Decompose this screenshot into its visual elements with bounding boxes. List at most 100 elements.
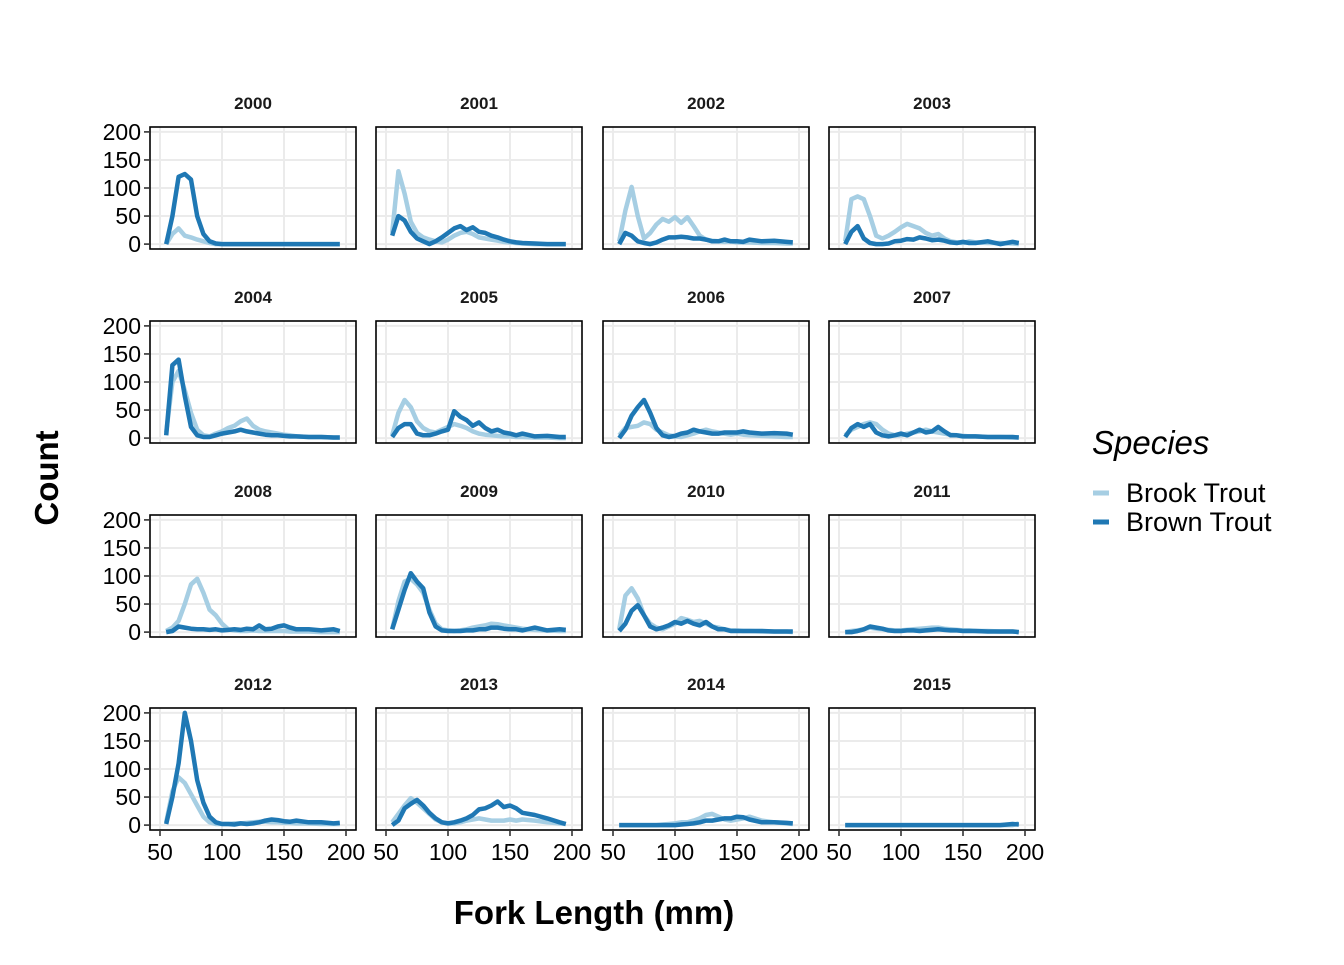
- y-tick-label: 0: [128, 425, 141, 451]
- panel-border: [828, 514, 1036, 638]
- legend-entry: Brown Trout: [1093, 507, 1272, 537]
- facet-title: 2003: [913, 94, 951, 113]
- series-line-brown-trout: [845, 821, 1019, 828]
- series-line-brown-trout: [163, 357, 340, 440]
- facet-title: 2015: [913, 675, 951, 694]
- y-tick-label: 150: [103, 728, 141, 754]
- x-tick-label: 50: [147, 839, 173, 865]
- facet-panel-2009: 2009: [375, 482, 583, 638]
- facet-panel-2014: 2014 50 100 150 200: [600, 675, 818, 865]
- y-tick-label: 50: [115, 591, 141, 617]
- panel-border: [828, 126, 1036, 250]
- y-axis-title: Count: [28, 430, 65, 525]
- panel-border: [828, 320, 1036, 444]
- y-tick-label: 50: [115, 397, 141, 423]
- series-line-brown-trout: [165, 623, 341, 635]
- x-tick-label: 100: [882, 839, 920, 865]
- series-line-brook-trout: [616, 184, 793, 246]
- y-tick-label: 150: [103, 535, 141, 561]
- panel-border: [375, 320, 583, 444]
- facet-panel-2013: 2013 50 100 150 200: [373, 675, 591, 865]
- facet-title: 2008: [234, 482, 272, 501]
- legend-entry: Brook Trout: [1093, 478, 1266, 508]
- facet-title: 2013: [460, 675, 498, 694]
- y-tick-label: 0: [128, 619, 141, 645]
- panel-border: [828, 707, 1036, 831]
- series-line-brown-trout: [164, 171, 340, 247]
- facet-title: 2000: [234, 94, 272, 113]
- panel-border: [602, 320, 810, 444]
- facet-panel-2005: 2005: [375, 288, 583, 444]
- facet-panel-2006: 2006: [602, 288, 810, 444]
- series-line-brown-trout: [619, 814, 793, 828]
- facet-panel-2002: 2002: [602, 94, 810, 250]
- facet-title: 2014: [687, 675, 725, 694]
- y-tick-label: 100: [103, 756, 141, 782]
- x-tick-label: 200: [553, 839, 591, 865]
- y-tick-label: 150: [103, 147, 141, 173]
- x-tick-label: 100: [429, 839, 467, 865]
- x-tick-label: 50: [826, 839, 852, 865]
- legend-label: Brook Trout: [1126, 478, 1266, 508]
- x-tick-label: 100: [203, 839, 241, 865]
- series-line-brown-trout: [617, 602, 793, 634]
- series-line-brown-trout: [390, 408, 566, 440]
- y-tick-label: 0: [128, 231, 141, 257]
- facet-title: 2001: [460, 94, 498, 113]
- x-tick-label: 200: [780, 839, 818, 865]
- y-tick-label: 50: [115, 784, 141, 810]
- facet-panel-2007: 2007: [828, 288, 1036, 444]
- y-tick-label: 50: [115, 203, 141, 229]
- facet-panel-2010: 2010: [602, 482, 810, 638]
- x-tick-label: 150: [491, 839, 529, 865]
- series-line-brown-trout: [843, 223, 1020, 247]
- panel-border: [375, 514, 583, 638]
- series-line-brown-trout: [390, 797, 567, 827]
- facet-title: 2010: [687, 482, 725, 501]
- facet-panel-2015: 2015 50 100 150 200: [826, 675, 1044, 865]
- y-tick-label: 100: [103, 369, 141, 395]
- facet-title: 2002: [687, 94, 725, 113]
- panel-border: [602, 126, 810, 250]
- x-tick-label: 200: [1006, 839, 1044, 865]
- facet-title: 2005: [460, 288, 498, 307]
- facet-panel-2003: 2003: [828, 94, 1036, 250]
- y-tick-label: 200: [103, 700, 141, 726]
- y-tick-label: 0: [128, 812, 141, 838]
- y-tick-label: 200: [103, 119, 141, 145]
- panel-border: [375, 126, 583, 250]
- x-axis-title: Fork Length (mm): [454, 894, 734, 931]
- panel-border: [602, 514, 810, 638]
- series-line-brook-trout: [390, 397, 566, 441]
- series-line-brown-trout: [617, 397, 794, 440]
- series-line-brown-trout: [390, 213, 566, 247]
- series-line-brown-trout: [390, 570, 567, 634]
- facet-title: 2006: [687, 288, 725, 307]
- x-tick-label: 150: [718, 839, 756, 865]
- legend-title: Species: [1092, 424, 1209, 461]
- facet-title: 2012: [234, 675, 272, 694]
- legend-label: Brown Trout: [1126, 507, 1272, 537]
- facet-panel-2011: 2011: [828, 482, 1036, 638]
- series-line-brown-trout: [843, 421, 1019, 440]
- x-tick-label: 50: [600, 839, 626, 865]
- panel-border: [375, 707, 583, 831]
- facet-title: 2007: [913, 288, 951, 307]
- series-line-brown-trout: [164, 710, 340, 827]
- y-tick-label: 200: [103, 507, 141, 533]
- y-tick-label: 150: [103, 341, 141, 367]
- x-tick-label: 150: [944, 839, 982, 865]
- x-tick-label: 150: [265, 839, 303, 865]
- panel-border: [602, 707, 810, 831]
- series-line-brown-trout: [617, 230, 793, 247]
- y-tick-label: 200: [103, 313, 141, 339]
